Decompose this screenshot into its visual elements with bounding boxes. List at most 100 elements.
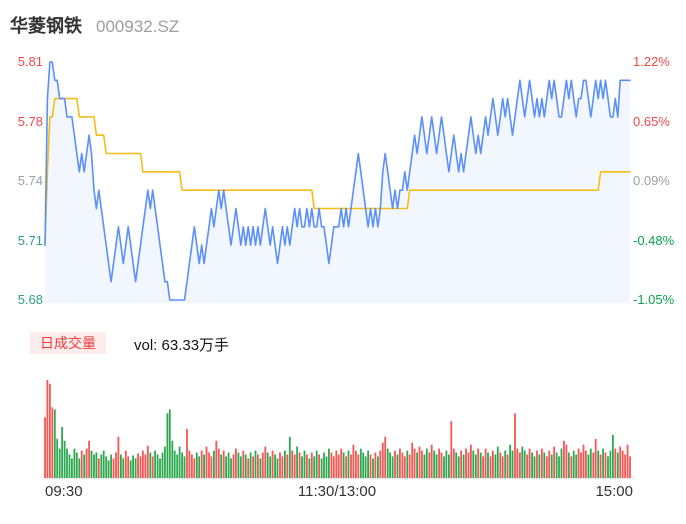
volume-bar [293,454,296,478]
volume-bar [364,456,367,478]
volume-bar [445,450,448,478]
volume-bar [102,450,105,478]
volume-bar [379,450,382,478]
volume-bar [377,456,379,478]
volume-bar [235,448,237,478]
volume-bar [472,450,475,478]
volume-bar [421,450,423,478]
volume-bar [137,453,139,478]
volume-bar [117,436,120,478]
volume-bar [519,452,521,478]
volume-bar [274,454,276,478]
volume-bar [335,450,338,478]
volume-bar [374,452,377,478]
volume-bar [205,446,208,478]
volume-bar [298,452,301,478]
volume-bar [63,440,66,478]
volume-bar [340,448,343,478]
volume-bar [494,454,497,478]
pct-axis-tick-zero: 0.09% [633,173,670,188]
volume-bar [191,454,193,478]
volume-bar [132,455,134,478]
volume-bar [408,454,411,478]
volume-bar [188,450,191,478]
volume-bar [438,448,440,478]
volume-bar [396,454,399,478]
volume-bar [435,454,438,478]
volume-value: vol: 63.33万手 [134,337,230,354]
volume-bar [389,452,391,478]
volume-bar [541,448,543,478]
volume-bar [440,452,443,478]
volume-bar [315,450,318,478]
volume-bar [609,450,612,478]
volume-bar [247,458,250,478]
volume-bar [477,448,480,478]
volume-bar [575,454,578,478]
volume-bar [352,444,355,478]
volume-bar [313,456,316,478]
volume-bar [264,446,267,478]
volume-bar [93,454,95,478]
volume-bar [460,450,462,478]
volume-bar [567,452,570,478]
volume-bar [66,448,68,478]
volume-baseline [43,478,635,479]
volume-bar [565,444,568,478]
volume-bar [430,444,433,478]
volume-bar [107,460,110,478]
volume-bar [514,413,516,478]
volume-bar [484,448,487,478]
volume-bar [85,448,88,478]
volume-bar [391,456,394,478]
volume-bar [276,458,279,478]
volume-bar [308,458,311,478]
volume-bar [330,452,333,478]
price-area-fill [45,62,630,303]
price-axis-tick-high: 5.81 [17,54,43,69]
volume-bar [516,448,519,478]
volume-bar [602,448,604,478]
volume-bar [279,452,281,478]
volume-bar [46,380,49,478]
price-axis-tick: 5.71 [17,232,43,248]
volume-bar [457,456,460,478]
volume-bar [528,448,531,478]
volume-bar [144,454,147,478]
pct-axis-tick-high: 1.22% [633,54,670,69]
volume-bar [227,452,230,478]
volume-bar [550,454,553,478]
volume-bar [242,450,245,478]
volume-bar [612,434,614,478]
volume-badge[interactable]: 日成交量 [30,332,106,354]
volume-bar [531,452,533,478]
stock-name: 华菱钢铁 [10,16,82,36]
volume-bar [553,446,555,478]
volume-bar [318,454,320,478]
volume-bar [193,458,196,478]
volume-bar [399,448,401,478]
volume-bar [462,454,465,478]
volume-bar [489,456,492,478]
volume-bar [337,454,340,478]
volume-bar [257,454,259,478]
volume-bar [168,409,171,478]
volume-bar [607,456,609,478]
volume-bar [306,454,308,478]
volume-bar [357,454,360,478]
volume-bar [225,456,227,478]
volume-bar [110,454,112,478]
volume-bar [178,446,181,478]
volume-bar [467,452,470,478]
volume-bar [386,448,389,478]
header: 华菱钢铁 000932.SZ [10,12,179,38]
volume-bar [284,450,286,478]
volume-bar [499,452,502,478]
volume-bar [355,450,357,478]
volume-bar [626,444,629,478]
stock-code: 000932.SZ [96,17,180,36]
volume-bar [146,445,149,478]
volume-bar [403,456,406,478]
